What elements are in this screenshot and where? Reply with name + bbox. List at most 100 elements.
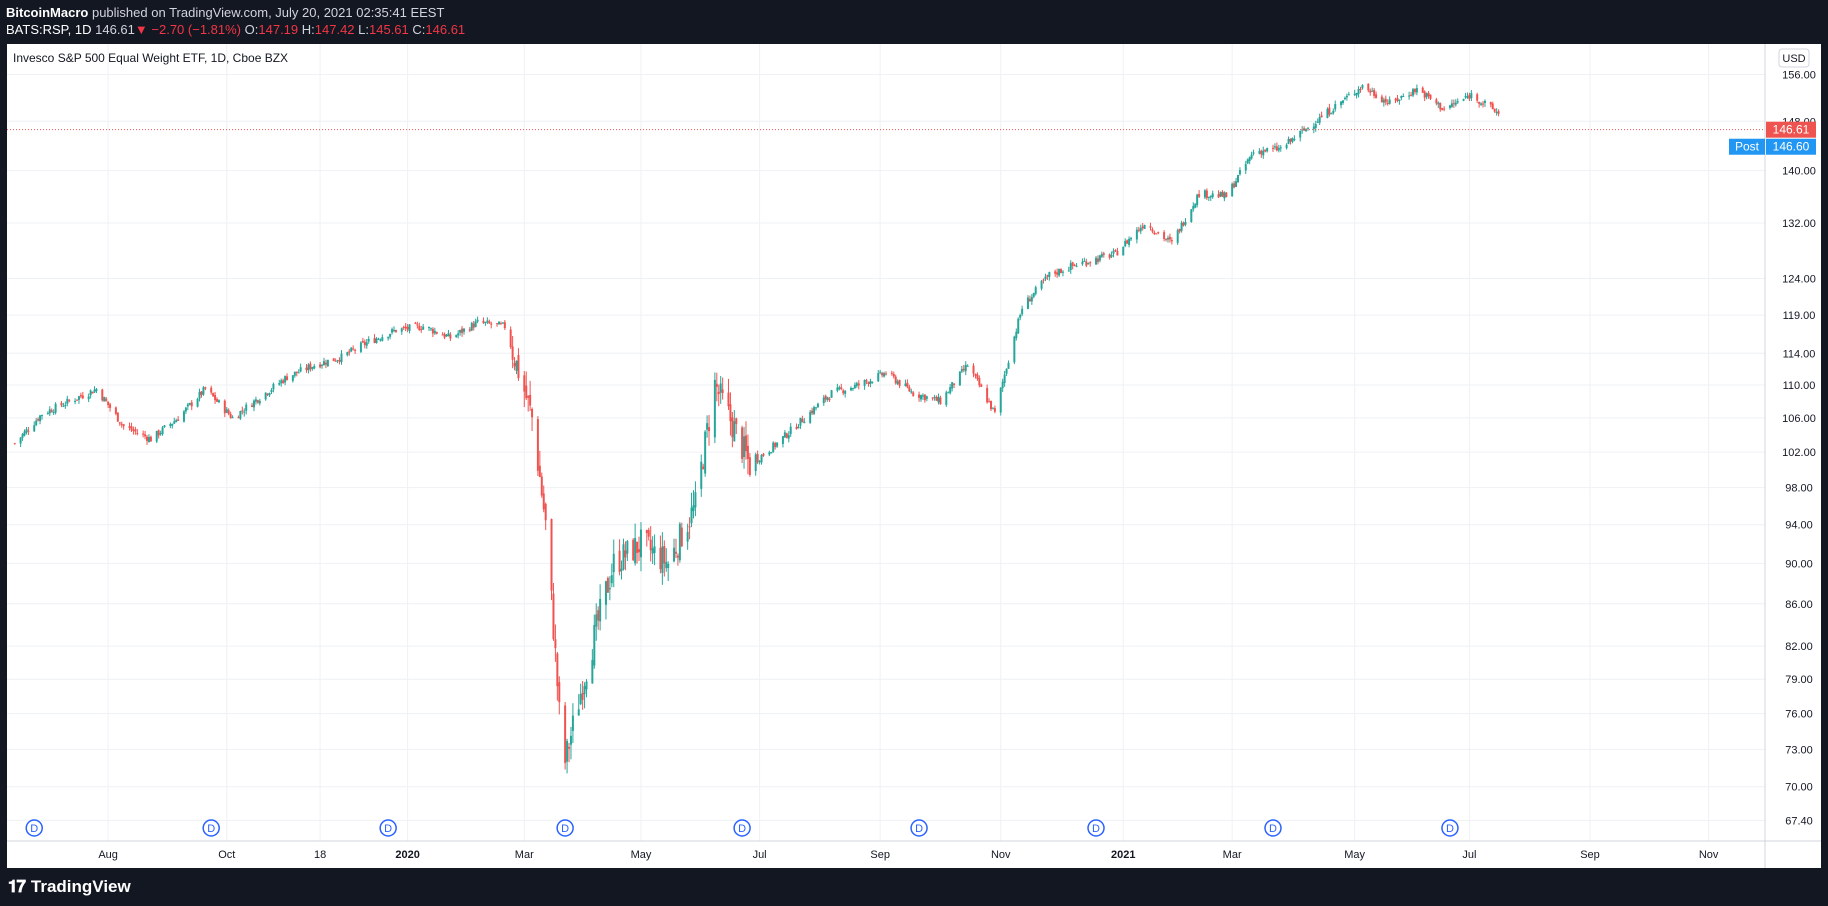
- candle-body: [1137, 229, 1140, 231]
- candle-body: [27, 430, 30, 432]
- candle-body: [1163, 232, 1166, 239]
- candle-body: [768, 452, 771, 455]
- candle-body: [1435, 99, 1438, 104]
- candle-body: [66, 398, 69, 404]
- candle-body: [225, 409, 228, 413]
- candle-body: [1357, 89, 1360, 95]
- candle-body: [904, 383, 907, 386]
- candle-body: [729, 404, 732, 422]
- candle-body: [1306, 127, 1309, 129]
- candle-body: [252, 400, 255, 408]
- candle-body: [334, 360, 337, 362]
- candle-body: [212, 392, 215, 397]
- candle-body: [540, 476, 543, 496]
- candle-body: [836, 387, 839, 391]
- dividend-marker-icon: [25, 819, 43, 837]
- candle-body: [991, 407, 994, 409]
- candle-body: [381, 337, 384, 341]
- candle-body: [599, 598, 602, 622]
- candle-body: [577, 709, 580, 716]
- candle-body: [708, 427, 711, 432]
- candle-body: [1326, 108, 1329, 118]
- candle-body: [931, 397, 934, 399]
- dividend-marker-icon: [379, 819, 397, 837]
- candle-body: [659, 547, 662, 570]
- candle-body: [447, 333, 450, 337]
- open-label: O:: [244, 22, 259, 37]
- candle-body: [1155, 233, 1158, 235]
- candle-body: [816, 403, 819, 408]
- candle-body: [1075, 265, 1078, 267]
- candle-body: [966, 365, 969, 367]
- candle-body: [499, 323, 502, 325]
- candle-body: [1178, 228, 1181, 232]
- candle-body: [1176, 230, 1179, 243]
- chart-area[interactable]: D D D D D D D D D Aug Oct 18 2020 Mar May Jul Sep Nov 202…: [7, 44, 1821, 868]
- candle-body: [1355, 92, 1358, 96]
- candle-body: [1165, 238, 1168, 240]
- post-label: Post: [1735, 140, 1760, 154]
- candle-body: [645, 530, 648, 534]
- candle-body: [48, 409, 51, 414]
- candle-body: [787, 434, 790, 439]
- candle-body: [37, 419, 40, 421]
- candle-body: [375, 338, 378, 344]
- candle-body: [814, 407, 817, 409]
- candle-body: [161, 427, 164, 435]
- candle-body: [717, 391, 720, 395]
- candle-body: [1015, 331, 1018, 339]
- tradingview-logo[interactable]: 𝟏𝟕 TradingView: [8, 877, 131, 897]
- candle-body: [190, 402, 193, 407]
- candle-body: [694, 492, 697, 508]
- candle-body: [175, 420, 178, 423]
- candle-body: [196, 399, 199, 407]
- candle-body: [50, 410, 53, 413]
- price-chart[interactable]: D D D D D D D D D Aug Oct 18 2020 Mar May Jul Sep Nov 202…: [7, 44, 1821, 868]
- candle-body: [686, 531, 689, 542]
- currency-button[interactable]: USD: [1778, 48, 1810, 68]
- candle-body: [1482, 103, 1485, 105]
- candle-body: [538, 465, 541, 477]
- y-tick-label: 94.00: [1785, 520, 1813, 532]
- candle-body: [838, 387, 841, 390]
- candle-body: [1128, 238, 1131, 245]
- candle-body: [1248, 157, 1251, 162]
- author-name[interactable]: BitcoinMacro: [6, 5, 89, 20]
- candle-body: [1071, 262, 1074, 266]
- candle-body: [354, 349, 357, 351]
- candle-body: [579, 693, 582, 705]
- candle-body: [280, 380, 283, 384]
- chart-legend-title: Invesco S&P 500 Equal Weight ETF, 1D, Cb…: [13, 51, 288, 65]
- candle-body: [1209, 195, 1212, 198]
- dividend-marker-label: D: [1269, 823, 1277, 835]
- candle-body: [972, 365, 975, 374]
- candle-body: [511, 346, 514, 360]
- candle-body: [649, 539, 652, 551]
- candle-body: [1089, 262, 1092, 264]
- candle-body: [824, 396, 827, 400]
- published-text: published on TradingView.com, July 20, 2…: [91, 5, 445, 20]
- candle-body: [93, 389, 96, 393]
- candle-body: [1019, 315, 1022, 318]
- candle-body: [1139, 227, 1142, 232]
- candle-body: [554, 639, 557, 649]
- candle-body: [595, 614, 598, 627]
- candle-body: [1032, 292, 1035, 297]
- candle-body: [741, 427, 744, 459]
- candle-body: [173, 421, 176, 424]
- y-tick-label: 86.00: [1785, 599, 1813, 611]
- low-label: L:: [358, 22, 369, 37]
- candle-body: [568, 746, 571, 749]
- candle-body: [593, 624, 596, 666]
- candle-body: [857, 383, 860, 386]
- candle-body: [474, 321, 477, 327]
- candle-body: [486, 320, 489, 323]
- candle-body: [1058, 268, 1061, 276]
- candle-body: [1264, 149, 1267, 152]
- open-value: 147.19: [258, 22, 299, 37]
- candle-body: [727, 392, 730, 407]
- candle-body: [863, 379, 866, 386]
- x-tick-label: May: [631, 849, 652, 861]
- last-price-tag: 146.61: [1766, 121, 1816, 138]
- candle-body: [52, 412, 55, 414]
